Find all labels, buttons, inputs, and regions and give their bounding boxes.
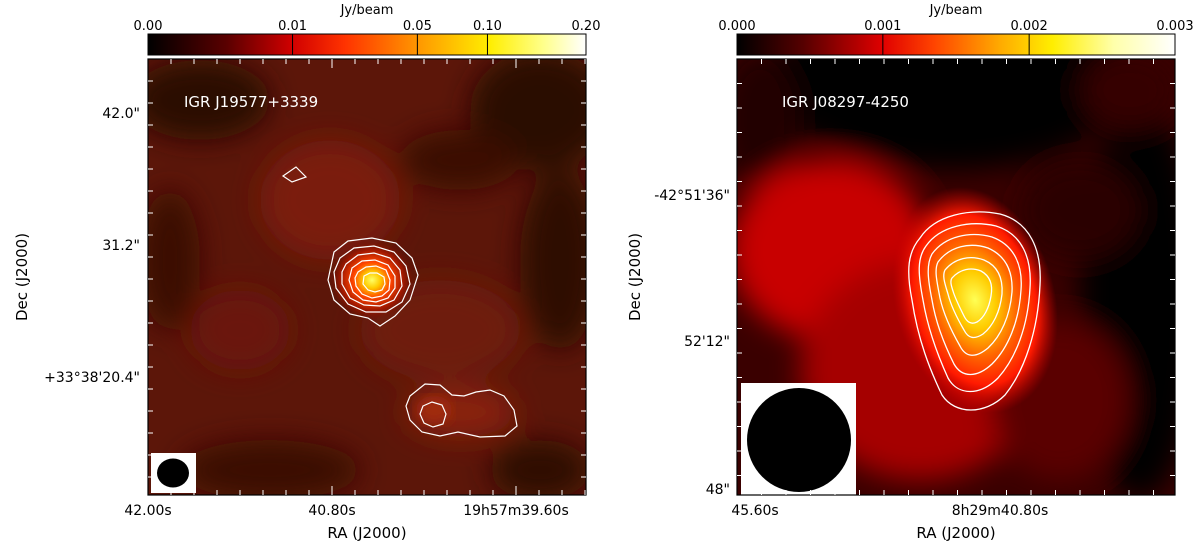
colorbar-left — [147, 33, 587, 56]
y-axis-label-left: Dec (J2000) — [13, 233, 31, 321]
contours-left — [281, 166, 518, 438]
colorbar-right — [736, 33, 1176, 56]
colorbar-tick-label: 0.001 — [864, 19, 901, 34]
heatmap-right — [737, 59, 1175, 495]
colorbar-tick-label: 0.003 — [1156, 19, 1193, 34]
colorbar-tick-label: 0.00 — [134, 19, 163, 34]
x-tick-label: 45.60s — [731, 503, 778, 519]
source-label-right: IGR J08297-4250 — [782, 93, 909, 111]
y-axis-label-right: Dec (J2000) — [626, 233, 644, 321]
x-axis-label-right: RA (J2000) — [916, 524, 995, 542]
colorbar-ticks-right: 0.000 0.001 0.002 0.003 — [718, 19, 1194, 55]
contours-right — [908, 211, 1041, 411]
beam-left — [157, 458, 189, 488]
y-tick-label: +33°38'20.4" — [44, 370, 140, 386]
axis-ticks-left — [148, 59, 586, 495]
right-panel: Jy/beam 0.000 0.001 0.002 0.003 — [626, 3, 1194, 542]
x-tick-label: 42.00s — [124, 503, 171, 519]
beam-right — [747, 388, 851, 492]
y-tick-label: 42.0" — [102, 106, 140, 122]
left-panel: Jy/beam 0.00 0.01 0.05 0.10 0.20 — [13, 3, 601, 542]
colorbar-tick-label: 0.10 — [473, 19, 502, 34]
colorbar-tick-label: 0.002 — [1011, 19, 1048, 34]
source-label-left: IGR J19577+3339 — [184, 93, 318, 111]
heatmap-left — [148, 59, 586, 495]
x-tick-label: 40.80s — [308, 503, 355, 519]
y-tick-label: 31.2" — [102, 238, 140, 254]
axis-ticks-right — [737, 59, 1175, 495]
y-tick-label: 48" — [706, 482, 730, 498]
x-tick-label: 19h57m39.60s — [463, 503, 569, 519]
colorbar-tick-label: 0.000 — [718, 19, 755, 34]
colorbar-unit-right: Jy/beam — [929, 3, 983, 18]
colorbar-unit-left: Jy/beam — [340, 3, 394, 18]
y-tick-label: -42°51'36" — [654, 188, 730, 204]
x-tick-label: 8h29m40.80s — [952, 503, 1049, 519]
colorbar-tick-label: 0.20 — [572, 19, 601, 34]
y-tick-label: 52'12" — [684, 334, 730, 350]
colorbar-ticks-left: 0.00 0.01 0.05 0.10 0.20 — [134, 19, 601, 55]
x-axis-label-left: RA (J2000) — [327, 524, 406, 542]
colorbar-tick-label: 0.01 — [278, 19, 307, 34]
colorbar-tick-label: 0.05 — [403, 19, 432, 34]
